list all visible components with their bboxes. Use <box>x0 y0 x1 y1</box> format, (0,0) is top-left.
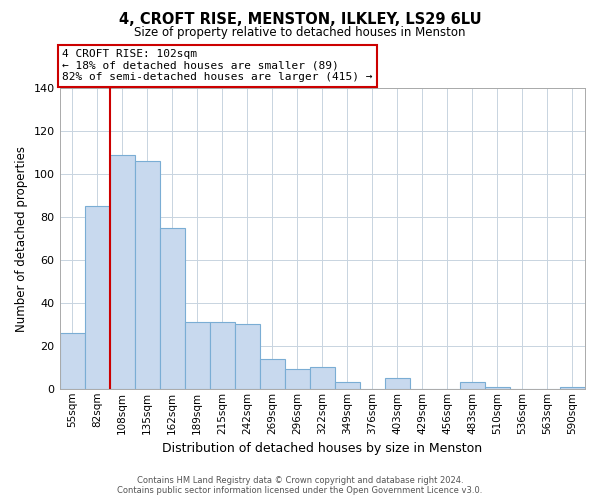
Y-axis label: Number of detached properties: Number of detached properties <box>15 146 28 332</box>
Bar <box>260 358 285 389</box>
Bar <box>85 206 110 389</box>
Text: Contains HM Land Registry data © Crown copyright and database right 2024.
Contai: Contains HM Land Registry data © Crown c… <box>118 476 482 495</box>
Bar <box>485 386 510 389</box>
Bar <box>285 370 310 389</box>
Bar <box>385 378 410 389</box>
Bar <box>335 382 360 389</box>
Bar <box>235 324 260 389</box>
Bar <box>185 322 209 389</box>
Bar <box>560 386 585 389</box>
Bar <box>209 322 235 389</box>
Bar <box>160 228 185 389</box>
Bar <box>460 382 485 389</box>
Text: Size of property relative to detached houses in Menston: Size of property relative to detached ho… <box>134 26 466 39</box>
Text: 4, CROFT RISE, MENSTON, ILKLEY, LS29 6LU: 4, CROFT RISE, MENSTON, ILKLEY, LS29 6LU <box>119 12 481 28</box>
Bar <box>59 333 85 389</box>
X-axis label: Distribution of detached houses by size in Menston: Distribution of detached houses by size … <box>162 442 482 455</box>
Bar <box>134 162 160 389</box>
Text: 4 CROFT RISE: 102sqm
← 18% of detached houses are smaller (89)
82% of semi-detac: 4 CROFT RISE: 102sqm ← 18% of detached h… <box>62 49 373 82</box>
Bar <box>310 368 335 389</box>
Bar <box>110 155 134 389</box>
